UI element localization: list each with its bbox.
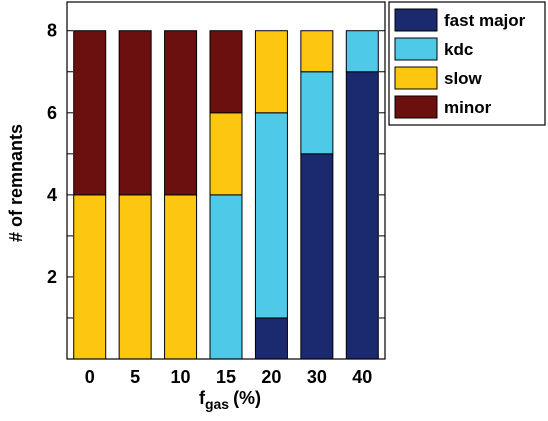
x-tick-label: 5 <box>130 367 140 387</box>
y-tick-label: 2 <box>47 267 57 287</box>
legend: fast major kdc slow minor <box>388 1 546 126</box>
y-tick-label: 8 <box>47 21 57 41</box>
x-tick-label: 40 <box>352 367 372 387</box>
x-axis-label-sub: gas <box>205 396 229 412</box>
legend-swatch-minor <box>394 95 438 119</box>
x-axis-label: fgas (%) <box>199 388 261 412</box>
bar-segment-minor-0 <box>73 30 107 196</box>
bar-segment-slow-20 <box>254 30 288 114</box>
bar-segment-fast-major-40 <box>345 71 379 360</box>
legend-label-fast-major: fast major <box>444 11 526 30</box>
legend-label-slow: slow <box>444 69 483 88</box>
bar-segment-fast-major-30 <box>300 153 334 360</box>
y-axis-ticks: 2 4 6 8 <box>47 21 385 319</box>
bar-segment-fast-major-20 <box>254 317 288 360</box>
legend-swatch-slow <box>394 66 438 90</box>
legend-label-minor: minor <box>444 98 492 117</box>
x-tick-label: 30 <box>307 367 327 387</box>
legend-swatch-fast-major <box>394 8 438 32</box>
bar-segment-minor-10 <box>164 30 198 196</box>
legend-label-kdc: kdc <box>444 40 473 59</box>
bar-segment-kdc-30 <box>300 71 334 155</box>
bar-segment-slow-15 <box>209 112 243 196</box>
x-tick-label: 10 <box>171 367 191 387</box>
x-tick-label: 0 <box>85 367 95 387</box>
legend-swatch-kdc <box>394 37 438 61</box>
x-axis-label-unit: (%) <box>233 388 261 408</box>
bar-segment-slow-5 <box>118 194 152 360</box>
y-tick-label: 4 <box>47 185 57 205</box>
bar-segment-minor-15 <box>209 30 243 114</box>
bar-segment-slow-0 <box>73 194 107 360</box>
bar-segment-slow-30 <box>300 30 334 73</box>
x-tick-label: 20 <box>261 367 281 387</box>
plot-area <box>73 30 379 360</box>
bar-segment-kdc-20 <box>254 112 288 319</box>
plot-frame <box>66 1 386 360</box>
y-tick-label: 6 <box>47 103 57 123</box>
bar-segment-kdc-40 <box>345 30 379 73</box>
y-axis-label: # of remnants <box>6 124 26 242</box>
x-axis-label-main: f <box>199 388 206 408</box>
x-tick-label: 15 <box>216 367 236 387</box>
bar-segment-slow-10 <box>164 194 198 360</box>
bar-segment-minor-5 <box>118 30 152 196</box>
x-axis-ticks: 0 5 10 15 20 30 40 <box>85 367 373 387</box>
bar-segment-kdc-15 <box>209 194 243 360</box>
